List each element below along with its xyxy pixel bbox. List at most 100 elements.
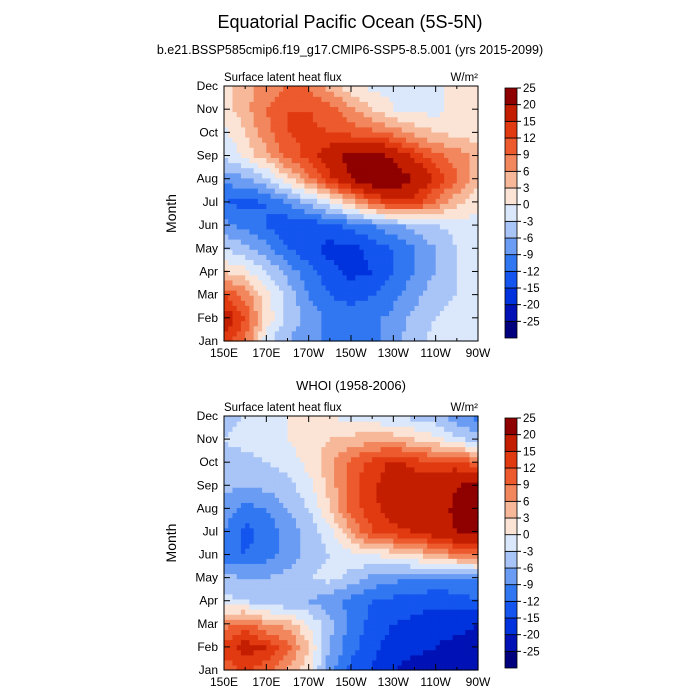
heatmap-cell: [245, 634, 250, 641]
heatmap-cell: [308, 203, 314, 209]
heatmap-cell: [334, 563, 339, 569]
heatmap-cell: [452, 532, 458, 539]
heatmap-cell: [283, 254, 289, 260]
heatmap-cell: [431, 274, 437, 281]
heatmap-cell: [355, 147, 361, 153]
heatmap-cell: [452, 244, 458, 250]
heatmap-cell: [384, 537, 390, 544]
heatmap-cell: [325, 330, 331, 337]
heatmap-cell: [257, 208, 263, 215]
heatmap-cell: [351, 527, 356, 534]
heatmap-cell: [380, 598, 386, 605]
heatmap-cell: [367, 573, 373, 580]
heatmap-cell: [401, 233, 407, 240]
heatmap-cell: [363, 208, 369, 215]
heatmap-cell: [224, 101, 229, 107]
heatmap-cell: [283, 131, 289, 138]
heatmap-cell: [422, 131, 428, 138]
heatmap-cell: [236, 172, 242, 179]
heatmap-cell: [308, 177, 314, 184]
heatmap-cell: [384, 649, 390, 656]
heatmap-cell: [439, 330, 445, 337]
heatmap-cell: [240, 325, 246, 332]
heatmap-cell: [240, 208, 246, 215]
heatmap-cell: [351, 269, 356, 276]
heatmap-cell: [342, 96, 348, 102]
heatmap-cell: [325, 598, 331, 605]
heatmap-cell: [253, 639, 259, 646]
heatmap-cell: [397, 269, 403, 276]
heatmap-cell: [270, 512, 276, 519]
heatmap-cell: [363, 86, 369, 92]
heatmap-cell: [342, 537, 348, 544]
heatmap-cell: [444, 310, 449, 317]
heatmap-cell: [317, 193, 322, 199]
heatmap-cell: [228, 182, 234, 189]
heatmap-cell: [372, 86, 377, 92]
heatmap-cell: [452, 664, 458, 671]
heatmap-cell: [338, 573, 344, 580]
heatmap-cell: [359, 86, 365, 92]
heatmap-cell: [232, 593, 238, 600]
heatmap-cell: [338, 111, 344, 118]
heatmap-cell: [245, 86, 250, 92]
heatmap-cell: [283, 522, 289, 529]
heatmap-cell: [291, 634, 297, 641]
heatmap-cell: [435, 295, 441, 301]
heatmap-cell: [351, 284, 356, 291]
heatmap-cell: [435, 198, 441, 204]
heatmap-cell: [262, 188, 267, 194]
heatmap-cell: [393, 548, 399, 554]
heatmap-cell: [338, 274, 344, 281]
heatmap-cell: [389, 182, 394, 189]
heatmap-cell: [367, 121, 373, 128]
colorbar-label: 12: [523, 133, 536, 145]
heatmap-cell: [355, 86, 361, 92]
heatmap-cell: [228, 305, 234, 311]
heatmap-cell: [342, 121, 348, 128]
heatmap-cell: [295, 543, 301, 549]
heatmap-cell: [334, 315, 339, 322]
heatmap-cell: [461, 558, 466, 564]
heatmap-cell: [262, 279, 267, 286]
heatmap-cell: [329, 300, 335, 306]
heatmap-cell: [393, 609, 399, 615]
heatmap-cell: [325, 325, 331, 332]
heatmap-cell: [410, 335, 416, 342]
heatmap-cell: [435, 644, 441, 651]
heatmap-cell: [232, 512, 238, 519]
heatmap-cell: [401, 639, 407, 646]
heatmap-cell: [224, 259, 229, 266]
heatmap-cell: [406, 532, 411, 539]
heatmap-cell: [456, 126, 462, 133]
heatmap-cell: [384, 295, 390, 301]
heatmap-cell: [435, 244, 441, 250]
heatmap-cell: [406, 537, 411, 544]
heatmap-cell: [257, 310, 263, 317]
heatmap-cell: [452, 335, 458, 342]
heatmap-cell: [308, 325, 314, 332]
heatmap-cell: [329, 249, 335, 255]
heatmap-cell: [380, 558, 386, 564]
heatmap-cell: [283, 320, 289, 327]
heatmap-cell: [397, 290, 403, 296]
heatmap-cell: [257, 614, 263, 620]
heatmap-cell: [401, 131, 407, 138]
heatmap-cell: [372, 659, 377, 666]
heatmap-cell: [465, 284, 471, 291]
colorbar-label: -9: [523, 250, 533, 262]
heatmap-cell: [393, 218, 399, 225]
colorbar-box: [504, 187, 518, 206]
heatmap-cell: [435, 177, 441, 184]
heatmap-cell: [300, 649, 306, 656]
heatmap-cell: [232, 152, 238, 158]
heatmap-cell: [439, 162, 445, 169]
heatmap-cell: [249, 614, 255, 620]
heatmap-cell: [465, 223, 471, 230]
heatmap-cell: [270, 172, 276, 179]
heatmap-cell: [456, 131, 462, 138]
heatmap-cell: [367, 609, 373, 615]
heatmap-cell: [240, 603, 246, 610]
heatmap-cell: [283, 300, 289, 306]
heatmap-cell: [253, 218, 259, 225]
